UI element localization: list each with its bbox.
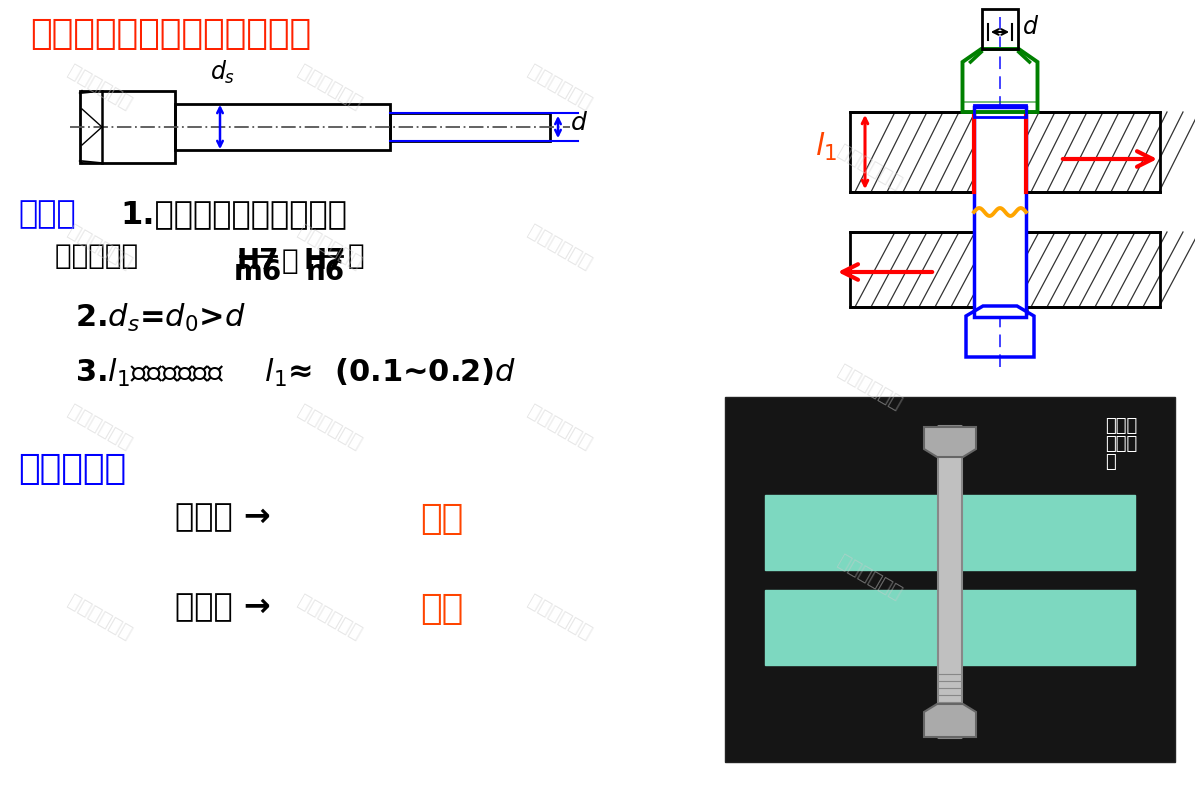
Bar bbox=[765, 590, 1135, 665]
Polygon shape bbox=[924, 704, 976, 737]
Text: $d_0$: $d_0$ bbox=[1005, 297, 1030, 320]
Text: 受力失效：: 受力失效： bbox=[18, 452, 127, 486]
Text: 3.$l_1$要尽可能小，    $l_1$≈  (0.1~0.2)$d$: 3.$l_1$要尽可能小， $l_1$≈ (0.1~0.2)$d$ bbox=[75, 357, 516, 389]
Text: ）: ） bbox=[348, 242, 364, 270]
Text: 河南科技大学: 河南科技大学 bbox=[65, 61, 135, 113]
Bar bbox=[850, 112, 1160, 192]
Text: 河南科技大学: 河南科技大学 bbox=[295, 592, 366, 643]
Text: 铰制孔螺栓联接（受剪螺栓）: 铰制孔螺栓联接（受剪螺栓） bbox=[30, 17, 311, 51]
Text: H7: H7 bbox=[237, 247, 280, 275]
Text: 1.螺栓杆与孔有配合关系: 1.螺栓杆与孔有配合关系 bbox=[120, 199, 347, 230]
Text: 河南科技大学: 河南科技大学 bbox=[295, 401, 366, 453]
Polygon shape bbox=[924, 427, 976, 457]
Text: m6: m6 bbox=[234, 258, 282, 286]
Text: 剪断: 剪断 bbox=[419, 502, 464, 536]
Text: 河南科技大学: 河南科技大学 bbox=[65, 592, 135, 643]
Text: 河南科技大学: 河南科技大学 bbox=[525, 592, 595, 643]
Text: $d$: $d$ bbox=[570, 111, 588, 135]
Text: 铰制孔: 铰制孔 bbox=[1105, 417, 1138, 435]
Text: 河南科技大学: 河南科技大学 bbox=[65, 221, 135, 273]
Text: 河南科技大学: 河南科技大学 bbox=[525, 401, 595, 453]
Text: H7: H7 bbox=[304, 247, 347, 275]
Text: $l_1$: $l_1$ bbox=[815, 131, 836, 163]
Bar bbox=[974, 105, 1027, 117]
Bar bbox=[974, 112, 1027, 317]
Bar bbox=[850, 232, 1160, 307]
Text: 2.$d_s$=$d_0$>$d$: 2.$d_s$=$d_0$>$d$ bbox=[75, 302, 245, 334]
Text: 河南科技大学: 河南科技大学 bbox=[295, 61, 366, 113]
Text: $d_s$: $d_s$ bbox=[210, 59, 235, 86]
Text: 河南科技大学: 河南科技大学 bbox=[525, 221, 595, 273]
FancyBboxPatch shape bbox=[938, 426, 962, 738]
Text: 河南科技大学: 河南科技大学 bbox=[835, 551, 906, 603]
Text: 接: 接 bbox=[1105, 453, 1116, 471]
Text: 河南科技大学: 河南科技大学 bbox=[525, 61, 595, 113]
Text: 结构：: 结构： bbox=[18, 199, 75, 230]
Text: 河南科技大学: 河南科技大学 bbox=[65, 401, 135, 453]
Text: 螺栓联: 螺栓联 bbox=[1105, 435, 1138, 453]
Text: 河南科技大学: 河南科技大学 bbox=[835, 362, 906, 413]
Bar bbox=[390, 113, 550, 141]
Bar bbox=[982, 9, 1018, 49]
Text: 受剪力 →: 受剪力 → bbox=[174, 502, 282, 533]
Text: 河南科技大学: 河南科技大学 bbox=[835, 141, 906, 193]
Bar bbox=[80, 91, 174, 163]
Text: 河南科技大学: 河南科技大学 bbox=[295, 221, 366, 273]
Text: 受挤压 →: 受挤压 → bbox=[174, 592, 282, 623]
Bar bbox=[974, 107, 1027, 317]
Text: 压溃: 压溃 bbox=[419, 592, 464, 626]
Text: $d$: $d$ bbox=[1022, 15, 1040, 39]
Text: n6: n6 bbox=[306, 258, 344, 286]
Bar bbox=[174, 104, 390, 150]
Bar bbox=[765, 495, 1135, 570]
Text: （过渡配合: （过渡配合 bbox=[55, 242, 148, 270]
Bar bbox=[725, 397, 1175, 762]
Text: 、: 、 bbox=[282, 247, 299, 275]
